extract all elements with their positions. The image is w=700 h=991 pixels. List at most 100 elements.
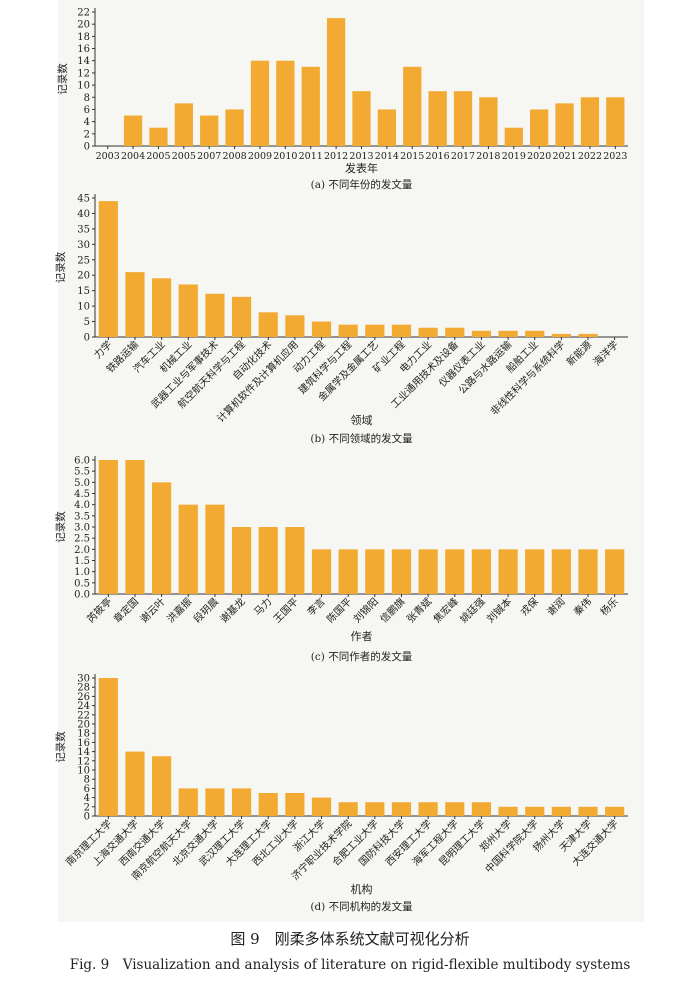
chart-3-bar [605,806,625,816]
chart-0-y-tick-label: 8 [84,93,90,104]
chart-3-bar [98,678,118,816]
chart-3-x-axis-label: 机构 [351,882,373,896]
chart-2-x-tick-label: 姚廷强 [457,595,487,625]
chart-2-y-tick-label: 3.5 [74,511,90,522]
chart-2-bar [498,549,518,594]
chart-0-x-tick-label: 2021 [552,151,576,162]
chart-0-x-tick-label: 2014 [375,151,399,162]
chart-3-bar [525,806,545,816]
chart-1-bar [258,312,278,337]
chart-3-y-tick-label: 20 [77,720,90,731]
chart-0-bar [225,109,244,146]
chart-0-bar [428,91,447,146]
chart-3-y-tick-label: 0 [84,812,90,823]
chart-2-x-tick-label: 王国平 [271,596,301,626]
chart-0-bar [453,91,473,146]
chart-3-bar [471,802,492,816]
chart-0-x-tick-label: 2013 [349,151,373,162]
chart-3-bar [178,788,198,816]
chart-0-bar [504,127,523,146]
chart-1-y-axis-label: 记录数 [54,251,67,283]
chart-0-x-tick-label: 2017 [451,151,475,162]
chart-3-y-tick-label: 6 [84,784,90,795]
chart-1-bar [98,201,118,337]
chart-3-bar [498,806,518,816]
chart-3-bar [391,802,412,816]
chart-2-x-tick-label: 秦伟 [571,595,594,618]
chart-0-bar [555,103,574,146]
chart-2-y-tick-label: 4.5 [74,489,90,500]
chart-0-y-tick-label: 0 [84,142,90,153]
chart-3-y-tick-label: 18 [77,729,90,740]
chart-2-x-tick-label: 戎保 [518,595,541,618]
chart-2-bar [231,527,252,594]
chart-0-x-tick-label: 2005 [146,151,170,162]
chart-2-x-tick-label: 章定国 [111,595,141,625]
chart-3-x-tick-label: 南京理工大学 [63,817,115,869]
chart-0-x-tick-label: 2018 [476,151,500,162]
chart-3-bar [338,802,358,816]
chart-0-bar [276,60,295,146]
chart-0-x-tick-label: 2011 [299,151,323,162]
chart-1-x-tick-label: 力学 [91,338,114,361]
chart-1-bar [285,315,305,337]
chart-3-bar [285,793,305,816]
chart-3-bar [152,756,172,816]
chart-2-bar [98,460,118,594]
chart-0-bar [530,109,549,146]
chart-1-x-tick-label: 海洋学 [590,338,620,368]
figure-title-chinese: 图 9 刚柔多体系统文献可视化分析 [230,930,470,948]
chart-2-y-tick-label: 1.5 [74,556,90,567]
chart-1-y-tick-label: 40 [77,209,90,220]
chart-2-bar [391,549,412,594]
chart-1-y-tick-label: 15 [77,286,90,297]
chart-3-y-tick-label: 8 [84,775,90,786]
chart-2-x-tick-label: 李言 [304,595,327,618]
chart-2-bar [605,549,625,594]
chart-0-x-tick-label: 2005 [172,151,196,162]
chart-2-bar [258,527,278,594]
chart-2-y-tick-label: 4.0 [74,500,90,511]
chart-1-bar [551,333,571,337]
chart-3-caption: (d) 不同机构的发文量 [310,900,413,913]
chart-1-y-tick-label: 20 [77,271,90,282]
chart-1-y-tick-label: 0 [84,333,90,344]
chart-0-bar [326,18,346,146]
chart-0-bar [301,66,320,146]
chart-3-y-tick-label: 10 [77,766,90,777]
chart-1-bar [445,327,465,337]
chart-3-bar [578,806,598,816]
chart-0-x-tick-label: 2022 [578,151,602,162]
chart-2-bar [152,482,172,594]
chart-1-bar [418,327,438,337]
chart-2-y-tick-label: 5.5 [74,467,90,478]
chart-2-x-axis-label: 作者 [351,630,373,643]
chart-3-bar [445,802,465,816]
chart-0-y-tick-label: 4 [84,117,90,128]
chart-3-bar [365,802,385,816]
chart-2-caption: (c) 不同作者的发文量 [311,650,413,663]
chart-3-y-tick-label: 28 [77,683,90,694]
chart-3-y-tick-label: 2 [84,802,90,813]
chart-0-x-tick-label: 2003 [96,151,120,162]
chart-3-bar [125,751,145,816]
chart-2-y-tick-label: 0.5 [74,578,90,589]
chart-3-y-tick-label: 26 [77,692,90,703]
chart-0-y-tick-label: 22 [77,8,90,19]
chart-0-y-tick-label: 20 [77,20,90,31]
chart-2-x-tick-label: 段玥晨 [191,595,221,625]
chart-1-x-axis-label: 领域 [351,414,373,427]
chart-1-bar [338,324,358,337]
chart-2-bar [178,504,198,594]
chart-1-bar [231,296,252,337]
chart-1-y-tick-label: 5 [84,317,90,328]
chart-3-y-tick-label: 30 [77,674,90,685]
chart-2-x-tick-label: 谢基龙 [217,595,247,625]
chart-3-y-tick-label: 12 [77,756,90,767]
chart-1-y-tick-label: 25 [77,255,90,266]
chart-1-y-tick-label: 10 [77,302,90,313]
chart-2-bar [125,460,145,594]
chart-2-y-tick-label: 1.0 [74,567,90,578]
chart-0-y-tick-label: 12 [77,68,90,79]
chart-0-y-axis-label: 记录数 [56,63,69,95]
